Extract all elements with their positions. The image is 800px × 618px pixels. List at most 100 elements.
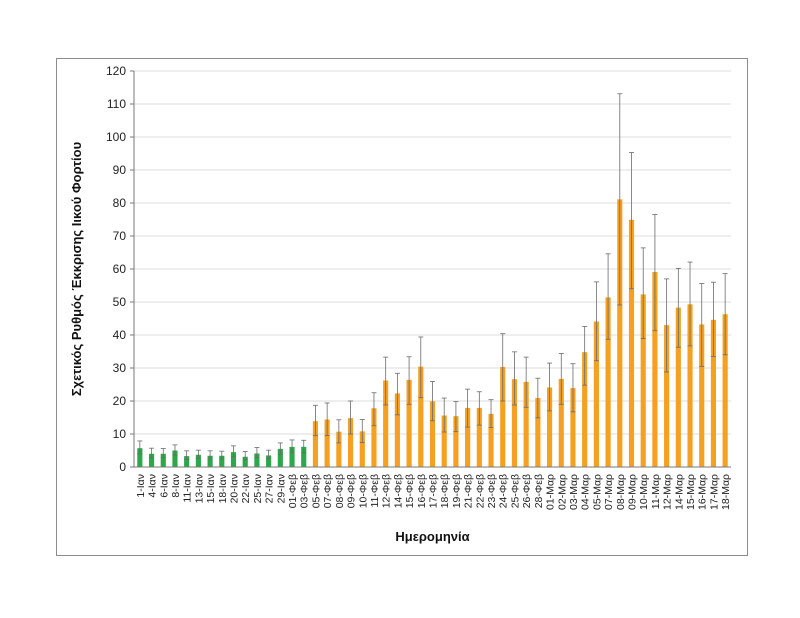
error-bar [593,281,599,362]
bar [312,421,319,467]
error-bar [242,451,248,461]
error-bar [137,440,143,455]
bars [137,199,728,467]
y-tick-label: 80 [113,196,127,210]
x-tick-label: 25-Ιαν [252,474,264,503]
bar [277,448,283,467]
bar [266,455,272,467]
bar [710,319,717,467]
y-tick-label: 40 [113,328,127,342]
x-tick-label: 1-Ιαν [135,474,147,498]
error-bar [289,439,295,454]
bar [535,398,541,467]
bar [593,321,599,467]
x-tick-label: 10-Μαρ [638,474,650,510]
x-tick-label: 17-Φεβ [428,474,440,508]
x-tick-label: 22-Φεβ [474,474,486,508]
bar [195,454,201,467]
x-tick-label: 23-Φεβ [486,474,498,508]
error-bar [441,397,447,433]
bar [219,455,225,467]
x-axis-title: Ημερομηνία [395,529,469,544]
error-bar [558,353,564,405]
bar [652,271,658,467]
y-tick-label: 0 [119,460,126,474]
x-tick-label: 13-Ιαν [193,474,205,503]
error-bar [535,377,541,419]
error-bar [547,362,553,412]
x-tick-label: 19-Φεβ [451,474,463,508]
x-tick-label: 12-Μαρ [662,474,674,510]
y-tick-label: 110 [107,97,126,111]
x-tick-label: 27-Ιαν [264,474,276,503]
y-axis-title: Σχετικός Ρυθμός Έκκρισης Ιικού Φορτίου [69,141,84,396]
y-tick-label: 100 [106,130,126,144]
bar [523,381,529,467]
error-bar [418,336,424,399]
error-bar [465,388,471,428]
x-tick-label: 08-Μαρ [615,474,627,510]
error-bar [710,281,716,357]
x-tick-label: 14-Μαρ [673,474,685,510]
x-tick-label: 15-Μαρ [685,474,697,510]
error-bar [231,445,236,458]
bar [617,199,623,467]
bar [476,407,482,467]
error-bar [348,400,354,435]
x-tick-label: 16-Φεβ [416,474,428,508]
error-bar [383,356,389,406]
x-tick-label: 05-Φεβ [310,474,322,508]
error-bar [195,449,201,459]
bar [242,456,248,467]
x-tick-label: 18-Ιαν [217,474,229,503]
bar [722,314,728,467]
bar [640,294,646,467]
x-tick-label: 26-Φεβ [521,474,533,508]
y-axis-ticks: 0 10 20 30 40 50 60 70 80 90 100 110 120 [106,64,134,474]
x-tick-label: 24-Φεβ [498,474,510,508]
error-bar [617,93,623,306]
bar [371,408,377,467]
error-bar [476,391,482,426]
bar [628,219,635,467]
x-tick-label: 09-Μαρ [627,474,639,510]
x-tick-label: 18-Μαρ [720,474,732,510]
x-tick-label: 01-Φεβ [287,474,299,508]
error-bar [570,363,576,413]
x-tick-label: 15-Φεβ [404,474,416,508]
x-tick-label: 02-Μαρ [556,474,568,510]
bar [441,415,447,467]
bar [465,407,471,467]
bar [558,378,564,467]
x-tick-label: 21-Φεβ [463,474,475,508]
error-bar [582,326,588,386]
error-bar [500,333,506,402]
error-bar [336,419,342,444]
error-bar [640,247,646,340]
error-bar [371,392,377,427]
bar [347,418,354,467]
bar [429,401,436,467]
x-tick-label: 12-Φεβ [381,474,393,508]
bar [324,419,330,467]
error-bar [149,447,155,459]
error-bar [266,449,272,460]
bar [664,325,670,467]
error-bar [699,283,705,367]
x-tick-label: 29-Ιαν [275,474,287,503]
bar [254,453,260,467]
bar [359,431,365,467]
error-bar [219,450,225,460]
x-tick-label: 15-Ιαν [205,474,217,503]
error-bar [687,261,693,347]
error-bar [207,450,213,460]
y-tick-label: 70 [113,229,127,243]
x-tick-label: 11-Φεβ [369,474,381,508]
x-tick-label: 11-Μαρ [650,474,662,509]
bar [605,297,611,467]
error-bar [312,404,318,437]
x-tick-label: 01-Μαρ [545,474,557,510]
x-tick-label: 28-Φεβ [533,474,545,508]
bar [500,367,506,467]
